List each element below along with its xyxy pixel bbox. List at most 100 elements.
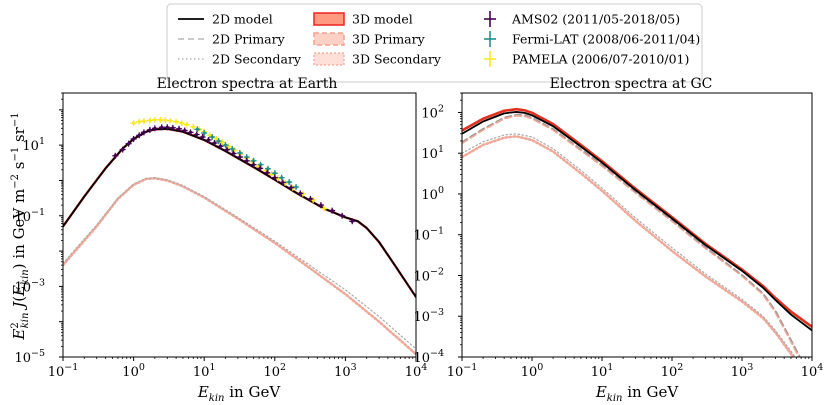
earth-point-fermi-lat xyxy=(264,165,271,172)
legend-entry-2d-model: 2D model xyxy=(178,12,273,27)
gc-x-tick-label: 104 xyxy=(801,362,824,380)
gc-series-2d-model xyxy=(462,111,812,332)
gc-series-3d-primary xyxy=(462,114,801,357)
earth-y-axis-label: E2kin J(Ekin) in GeV m−2 s−1 sr−1 xyxy=(10,112,31,340)
earth-chart-title: Electron spectra at Earth xyxy=(157,76,338,92)
earth-point-pamela xyxy=(183,121,190,128)
earth-point-pamela xyxy=(151,116,158,123)
earth-point-ams02 xyxy=(230,150,237,157)
earth-point-ams02 xyxy=(151,125,158,132)
earth-point-ams02 xyxy=(158,124,165,131)
legend-label: AMS02 (2011/05-2018/05) xyxy=(511,12,680,27)
earth-point-ams02 xyxy=(271,174,278,181)
earth-y-ticks: 10−5 10−3 10−1 101 xyxy=(14,92,63,366)
legend-entry-3d-primary: 3D Primary xyxy=(313,32,426,47)
earth-x-tick-label: 100 xyxy=(122,362,145,380)
gc-series-2d-primary xyxy=(462,113,801,357)
earth-point-ams02 xyxy=(130,135,137,142)
earth-point-pamela xyxy=(167,117,174,124)
legend-entry-pamela-2006-07-2010-01: PAMELA (2006/07-2010/01) xyxy=(484,51,689,67)
earth-point-fermi-lat xyxy=(278,174,285,181)
legend-label: 2D Primary xyxy=(212,32,286,47)
gc-y-tick-label: 102 xyxy=(421,103,444,121)
earth-point-ams02 xyxy=(223,146,230,153)
earth-x-tick-label: 103 xyxy=(334,362,357,380)
gc-axes-frame xyxy=(461,92,813,358)
earth-point-ams02 xyxy=(169,124,176,131)
earth-spectrum-panel: Electron spectra at Earth 10−1 100 101 102 1… xyxy=(10,76,427,404)
gc-x-tick-label: 102 xyxy=(661,362,684,380)
legend-label: PAMELA (2006/07-2010/01) xyxy=(512,52,689,67)
earth-point-ams02 xyxy=(176,125,183,132)
earth-point-pamela xyxy=(140,118,147,125)
earth-point-fermi-lat xyxy=(286,179,293,186)
earth-point-ams02 xyxy=(164,124,171,131)
earth-point-ams02 xyxy=(112,152,119,159)
gc-y-tick-label: 10−2 xyxy=(413,266,444,284)
earth-point-ams02 xyxy=(257,165,264,172)
earth-series-group xyxy=(63,116,416,356)
gc-chart-title: Electron spectra at GC xyxy=(550,76,713,92)
legend-patch-swatch xyxy=(313,12,345,26)
legend-entry-3d-model: 3D model xyxy=(313,12,413,27)
legend-label: 2D model xyxy=(212,12,273,27)
earth-y-tick-label: 10−1 xyxy=(14,207,45,225)
gc-y-ticks: 10−4 10−3 10−2 10−1 100 101 102 xyxy=(413,92,462,366)
earth-point-ams02 xyxy=(193,131,200,138)
earth-point-pamela xyxy=(190,123,197,130)
gc-y-tick-label: 101 xyxy=(421,144,444,162)
legend-patch-swatch xyxy=(313,52,345,66)
earth-x-tick-label: 104 xyxy=(405,362,428,380)
earth-point-ams02 xyxy=(279,179,286,186)
earth-point-fermi-lat xyxy=(201,130,208,137)
earth-x-tick-label: 101 xyxy=(193,362,216,380)
earth-point-ams02 xyxy=(136,132,143,139)
legend-entry-2d-secondary: 2D Secondary xyxy=(178,52,302,67)
earth-series-2d-secondary xyxy=(63,177,416,350)
legend-label: 3D Secondary xyxy=(352,52,442,67)
earth-point-ams02 xyxy=(264,169,271,176)
earth-point-fermi-lat xyxy=(229,145,236,152)
earth-point-ams02 xyxy=(140,129,147,136)
earth-point-ams02 xyxy=(187,129,194,136)
earth-point-ams02 xyxy=(199,134,206,141)
legend-label: 3D Primary xyxy=(352,32,426,47)
earth-point-pamela xyxy=(321,205,328,212)
earth-point-ams02 xyxy=(317,202,324,209)
earth-series-3d-secondary xyxy=(63,177,416,356)
earth-point-ams02 xyxy=(329,207,336,214)
earth-point-ams02 xyxy=(146,126,153,133)
earth-point-ams02 xyxy=(349,218,356,225)
gc-x-tick-label: 10−1 xyxy=(447,362,478,380)
earth-x-tick-label: 10−1 xyxy=(48,362,79,380)
legend-label: Fermi-LAT (2008/06-2011/04) xyxy=(512,32,700,47)
gc-series-3d-secondary xyxy=(462,134,795,357)
earth-point-ams02 xyxy=(243,157,250,164)
earth-point-ams02 xyxy=(339,212,346,219)
earth-point-ams02 xyxy=(297,190,304,197)
earth-point-pamela xyxy=(157,116,164,123)
legend-entry-3d-secondary: 3D Secondary xyxy=(313,52,442,67)
earth-point-pamela xyxy=(136,118,143,125)
earth-axes-frame xyxy=(62,92,417,358)
earth-point-ams02 xyxy=(119,146,126,153)
legend-patch-swatch xyxy=(313,32,345,46)
earth-point-ams02 xyxy=(205,136,212,143)
earth-point-pamela xyxy=(130,120,137,127)
earth-point-ams02 xyxy=(125,140,132,147)
gc-series-3d-model xyxy=(462,107,812,329)
earth-point-ams02 xyxy=(288,184,295,191)
legend: 2D model 2D Primary 2D Secondary 3D model 3D… xyxy=(166,3,703,83)
earth-point-fermi-lat xyxy=(209,134,216,141)
gc-x-tick-label: 101 xyxy=(591,362,614,380)
earth-point-pamela xyxy=(162,117,169,124)
earth-point-fermi-lat xyxy=(222,142,229,149)
gc-x-tick-label: 103 xyxy=(731,362,754,380)
earth-point-ams02 xyxy=(236,154,243,161)
earth-point-ams02 xyxy=(217,143,224,150)
gc-y-tick-label: 10−3 xyxy=(413,307,444,325)
legend-frame xyxy=(166,3,703,83)
earth-point-pamela xyxy=(178,120,185,127)
legend-entry-fermi-lat-2008-06-2011-04: Fermi-LAT (2008/06-2011/04) xyxy=(484,31,700,47)
